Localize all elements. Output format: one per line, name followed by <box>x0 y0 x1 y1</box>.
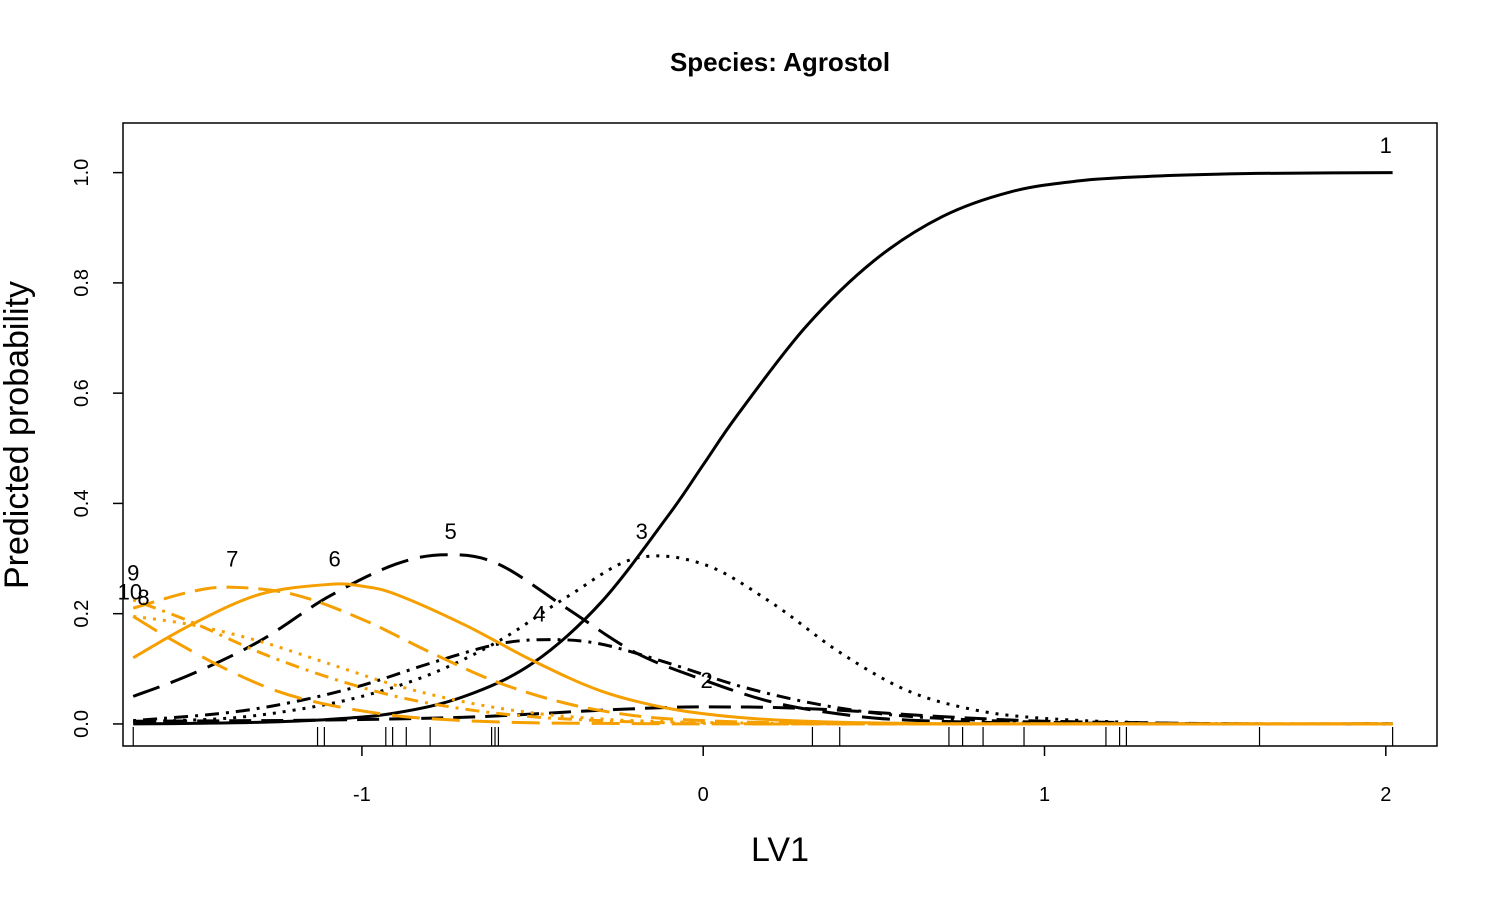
curve-layer <box>132 171 1393 726</box>
series-line-7 <box>132 585 1393 726</box>
x-tick-label: 1 <box>1039 784 1050 806</box>
series-label-1: 1 <box>1380 133 1392 158</box>
series-line-8 <box>132 614 1393 726</box>
x-tick-label: 2 <box>1380 784 1391 806</box>
plot-frame <box>122 122 1438 747</box>
chart-title: Species: Agrostol <box>670 47 890 77</box>
y-tick-label: 0.8 <box>71 269 93 297</box>
series-label-9: 9 <box>127 560 139 585</box>
x-axis-title: LV1 <box>751 831 809 869</box>
series-label-4: 4 <box>533 602 545 627</box>
series-label-3: 3 <box>636 519 648 544</box>
series-label-10: 10 <box>118 580 142 605</box>
series-line-10 <box>132 615 1393 726</box>
series-label-8: 8 <box>137 585 149 610</box>
series-label-6: 6 <box>328 547 340 572</box>
x-tick-label: 0 <box>698 784 709 806</box>
y-axis: 0.0 0.2 0.4 0.6 0.8 1.0 <box>71 159 123 738</box>
x-tick-label: -1 <box>353 784 371 806</box>
series-label-7: 7 <box>226 547 238 572</box>
series-line-1 <box>133 171 1393 726</box>
y-tick-label: 0.4 <box>71 490 93 518</box>
y-tick-label: 0.6 <box>71 379 93 407</box>
rug-marks <box>132 727 1394 746</box>
series-line-9 <box>132 598 1393 726</box>
series-line-3 <box>133 554 1393 726</box>
y-tick-label: 1.0 <box>71 159 93 187</box>
series-line-4 <box>133 638 1393 726</box>
series-label-5: 5 <box>445 519 457 544</box>
y-axis-title: Predicted probability <box>0 281 36 589</box>
y-tick-label: 0.2 <box>71 600 93 628</box>
y-tick-label: 0.0 <box>71 710 93 738</box>
x-axis: -1 0 1 2 <box>353 746 1391 806</box>
series-line-5 <box>132 553 1393 726</box>
series-label-2: 2 <box>700 668 712 693</box>
